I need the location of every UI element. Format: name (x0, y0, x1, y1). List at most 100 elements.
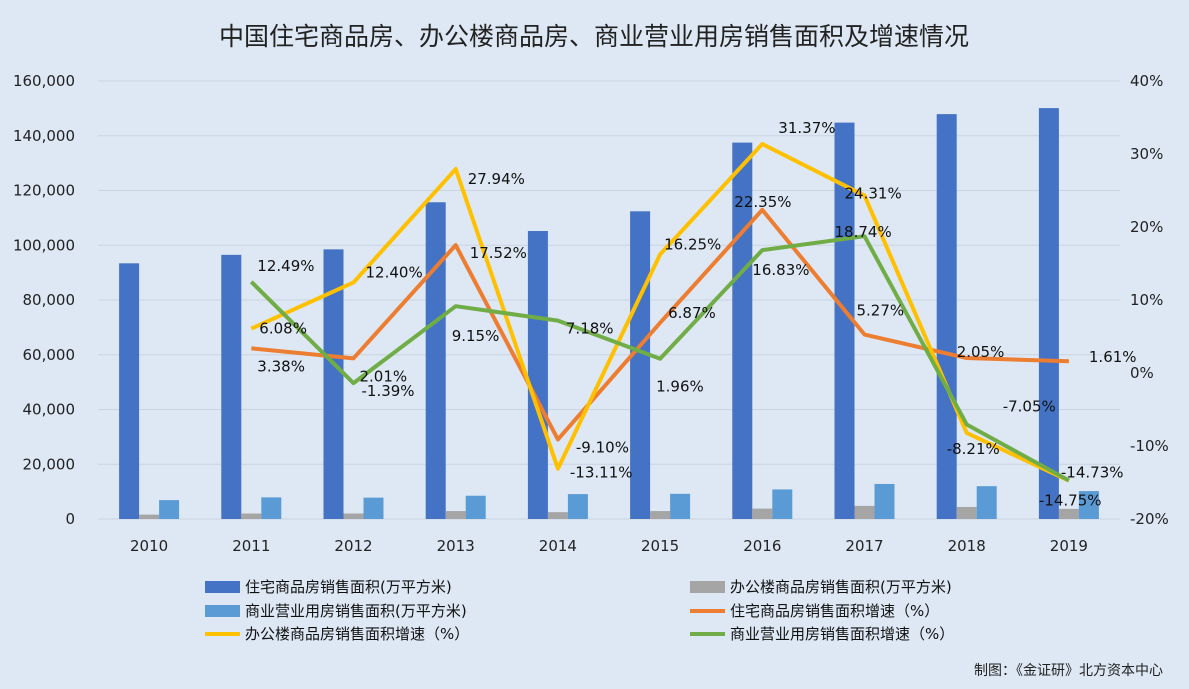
bar (854, 505, 875, 519)
credit-text: 制图：《金证研》北方资本中心 (974, 663, 1163, 679)
legend-label: 办公楼商品房销售面积增速（%） (245, 625, 469, 643)
chart-title: 中国住宅商品房、办公楼商品房、商业营业用房销售面积及增速情况 (219, 22, 969, 51)
bar (1078, 491, 1099, 519)
bar (425, 202, 446, 520)
y-left-tick-label: 100,000 (13, 236, 75, 254)
bar (936, 114, 957, 519)
bar-group (119, 108, 1099, 520)
data-label: 16.83% (752, 261, 809, 279)
data-label: 1.96% (656, 378, 704, 396)
y-right-tick-label: 10% (1130, 291, 1163, 309)
legend-swatch (205, 581, 240, 593)
bar (547, 512, 568, 519)
y-left-tick-label: 40,000 (23, 401, 76, 419)
bar (772, 489, 793, 519)
bar (834, 122, 855, 520)
bar (567, 494, 588, 519)
bar (343, 513, 364, 519)
y-left-tick-label: 60,000 (23, 346, 76, 364)
x-tick-label: 2011 (232, 537, 270, 555)
bar (630, 211, 651, 519)
y-left-tick-label: 120,000 (13, 182, 75, 200)
x-tick-label: 2016 (743, 537, 781, 555)
data-label: 2.05% (957, 343, 1005, 361)
bar (527, 231, 548, 519)
legend-swatch (690, 581, 725, 593)
y-right-tick-label: 0% (1130, 364, 1154, 382)
data-label: 3.38% (257, 357, 305, 375)
data-label: 2.01% (360, 367, 408, 385)
data-label: 27.94% (468, 170, 525, 188)
bar (752, 508, 773, 519)
data-label: -14.73% (1061, 464, 1124, 482)
x-tick-label: 2013 (437, 537, 475, 555)
bar (1038, 108, 1059, 519)
data-label: -7.05% (1003, 397, 1056, 415)
bar (874, 483, 895, 519)
bar (363, 497, 384, 519)
bar (956, 506, 977, 519)
data-label: 1.61% (1089, 348, 1137, 366)
bar (976, 486, 997, 519)
y-left-tick-label: 160,000 (13, 72, 75, 90)
data-label: 12.40% (366, 263, 423, 281)
bar (445, 511, 466, 519)
y-right-tick-label: -20% (1130, 510, 1169, 528)
data-label: 6.87% (668, 304, 716, 322)
data-label: -14.75% (1039, 492, 1102, 510)
data-label: -9.10% (576, 438, 629, 456)
y-right-tick-label: -10% (1130, 437, 1169, 455)
data-label: 12.49% (257, 257, 314, 275)
series-line (249, 234, 1070, 483)
y-left-tick-label: 20,000 (23, 455, 76, 473)
legend-label: 商业营业用房销售面积(万平方米) (245, 602, 467, 620)
x-tick-label: 2015 (641, 537, 679, 555)
bar (670, 493, 691, 519)
data-label: 24.31% (845, 185, 902, 203)
data-label: 16.25% (664, 235, 721, 253)
legend-label: 办公楼商品房销售面积(万平方米) (730, 578, 952, 596)
line-group (249, 141, 1070, 483)
x-tick-label: 2019 (1050, 537, 1088, 555)
bar (221, 254, 242, 520)
bar (261, 497, 282, 519)
axis-labels: 0 20,000 40,000 60,000 80,000 100,000 120,000 1… (13, 72, 1169, 555)
y-right-tick-label: 20% (1130, 218, 1163, 236)
x-tick-label: 2012 (334, 537, 372, 555)
data-label: -8.21% (947, 440, 1000, 458)
bar (650, 511, 671, 519)
series-line (250, 141, 1070, 483)
data-label: 31.37% (778, 119, 835, 137)
data-label: 18.74% (835, 223, 892, 241)
legend-label: 住宅商品房销售面积(万平方米) (245, 578, 452, 596)
data-label: 22.35% (734, 193, 791, 211)
data-label: -1.39% (362, 382, 415, 400)
bar (241, 513, 262, 519)
data-label: 5.27% (857, 302, 905, 320)
data-label: 7.18% (566, 320, 614, 338)
y-left-tick-label: 0 (65, 510, 75, 528)
bar (139, 514, 160, 519)
legend-label: 住宅商品房销售面积增速（%） (730, 602, 939, 620)
y-right-tick-label: 30% (1130, 145, 1163, 163)
bar (159, 500, 180, 519)
x-tick-label: 2018 (948, 537, 986, 555)
x-tick-label: 2017 (845, 537, 883, 555)
data-label: -13.11% (570, 464, 633, 482)
data-labels: 3.38% 2.01% 17.52% -9.10% 6.87% 22.35% 5.27% 2.… (257, 119, 1136, 510)
legend: 住宅商品房销售面积(万平方米) 办公楼商品房销售面积(万平方米) 商业营业用房销售面… (205, 578, 954, 643)
legend-label: 商业营业用房销售面积增速（%） (730, 625, 954, 643)
bar (1058, 508, 1079, 519)
y-left-tick-label: 140,000 (13, 127, 75, 145)
x-tick-label: 2014 (539, 537, 577, 555)
data-label: 17.52% (470, 244, 527, 262)
bar (119, 263, 140, 519)
y-left-tick-label: 80,000 (23, 291, 76, 309)
bar (465, 495, 486, 519)
x-tick-label: 2010 (130, 537, 168, 555)
legend-swatch (205, 605, 240, 617)
y-right-tick-label: 40% (1130, 72, 1163, 90)
bar (323, 249, 344, 519)
